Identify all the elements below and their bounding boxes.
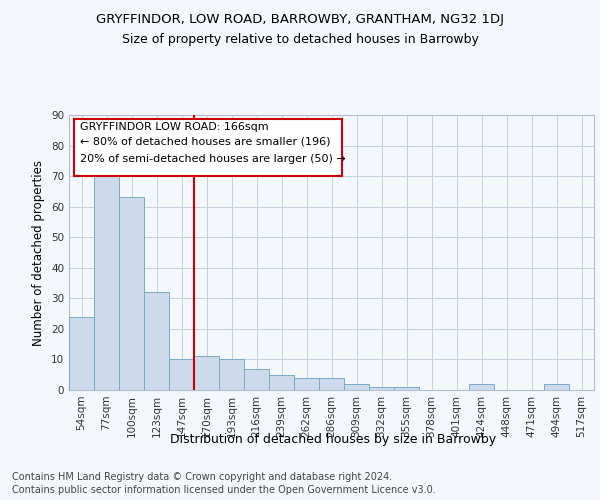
Text: GRYFFINDOR, LOW ROAD, BARROWBY, GRANTHAM, NG32 1DJ: GRYFFINDOR, LOW ROAD, BARROWBY, GRANTHAM… <box>96 12 504 26</box>
Bar <box>544 384 569 390</box>
Bar <box>69 316 94 390</box>
Bar <box>244 368 269 390</box>
Text: Distribution of detached houses by size in Barrowby: Distribution of detached houses by size … <box>170 432 496 446</box>
Bar <box>119 198 144 390</box>
Text: Contains HM Land Registry data © Crown copyright and database right 2024.: Contains HM Land Registry data © Crown c… <box>12 472 392 482</box>
Bar <box>194 356 219 390</box>
Text: ← 80% of detached houses are smaller (196): ← 80% of detached houses are smaller (19… <box>79 137 330 147</box>
Bar <box>369 387 394 390</box>
Bar <box>344 384 369 390</box>
Bar <box>469 384 494 390</box>
Text: Contains public sector information licensed under the Open Government Licence v3: Contains public sector information licen… <box>12 485 436 495</box>
Bar <box>394 387 419 390</box>
Bar <box>169 360 194 390</box>
Bar <box>319 378 344 390</box>
Text: GRYFFINDOR LOW ROAD: 166sqm: GRYFFINDOR LOW ROAD: 166sqm <box>79 122 268 132</box>
Y-axis label: Number of detached properties: Number of detached properties <box>32 160 46 346</box>
Text: 20% of semi-detached houses are larger (50) →: 20% of semi-detached houses are larger (… <box>79 154 345 164</box>
Bar <box>144 292 169 390</box>
FancyBboxPatch shape <box>74 119 342 176</box>
Bar <box>269 374 294 390</box>
Bar <box>94 176 119 390</box>
Text: Size of property relative to detached houses in Barrowby: Size of property relative to detached ho… <box>122 32 478 46</box>
Bar <box>294 378 319 390</box>
Bar <box>219 360 244 390</box>
